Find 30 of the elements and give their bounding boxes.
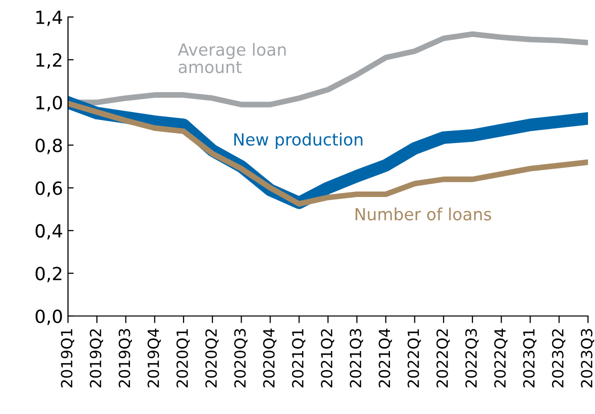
x-tick-label: 2019Q1 <box>60 329 74 388</box>
x-tick-label: 2023Q1 <box>523 329 536 388</box>
x-tick-label: 2021Q2 <box>320 329 334 388</box>
x-tick-label: 2022Q1 <box>408 329 421 388</box>
series-label: Number of loans <box>356 208 492 220</box>
x-tick-label: 2020Q3 <box>234 329 248 388</box>
series-label: New production <box>234 132 362 149</box>
x-tick-label: 2021Q3 <box>350 329 364 388</box>
y-tick-label: 0,2 <box>36 266 62 282</box>
y-tick-label: 1,2 <box>36 53 62 69</box>
x-tick-label: 2023Q3 <box>580 329 594 388</box>
x-tick-label: 2020Q2 <box>205 329 219 388</box>
x-tick-label: 2019Q2 <box>90 329 104 388</box>
x-tick-label: 2019Q3 <box>118 329 132 388</box>
x-tick-label: 2021Q4 <box>378 328 392 388</box>
series-label: Average loan amount <box>178 42 286 74</box>
y-tick-label: 0,6 <box>36 181 62 197</box>
x-tick-label: 2022Q2 <box>436 329 450 388</box>
x-tick-label: 2020Q1 <box>176 329 190 388</box>
x-tick-label: 2022Q3 <box>465 329 479 388</box>
y-tick-label: 1,0 <box>36 96 62 112</box>
x-tick-label: 2020Q4 <box>263 328 276 388</box>
y-tick-label: 0,4 <box>36 224 62 240</box>
y-tick-label: 1,4 <box>36 10 62 26</box>
x-tick-label: 2023Q2 <box>552 329 566 388</box>
y-tick-label: 0,8 <box>36 138 62 154</box>
x-tick-label: 2022Q4 <box>494 328 508 388</box>
y-tick-label: 0,0 <box>36 309 62 325</box>
x-tick-label: 2021Q1 <box>292 329 306 388</box>
x-tick-label: 2019Q4 <box>148 328 161 388</box>
